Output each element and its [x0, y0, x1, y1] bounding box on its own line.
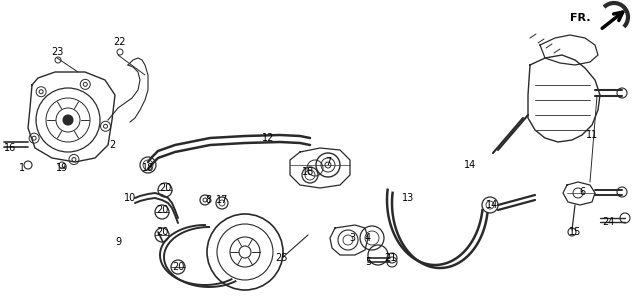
Text: 15: 15 — [569, 227, 581, 237]
Text: 16: 16 — [4, 143, 16, 153]
Text: 7: 7 — [325, 157, 331, 167]
Text: 5: 5 — [365, 257, 371, 267]
Text: 24: 24 — [602, 217, 614, 227]
Text: 4: 4 — [365, 233, 371, 243]
Text: 22: 22 — [114, 37, 126, 47]
Text: 25: 25 — [276, 253, 288, 263]
Circle shape — [63, 115, 73, 125]
Text: 20: 20 — [159, 183, 171, 193]
Text: 17: 17 — [216, 195, 228, 205]
Text: 10: 10 — [124, 193, 136, 203]
Text: 9: 9 — [115, 237, 121, 247]
Text: 13: 13 — [402, 193, 414, 203]
Text: 2: 2 — [109, 140, 115, 150]
Text: 20: 20 — [172, 262, 184, 272]
Text: 1: 1 — [19, 163, 25, 173]
Text: 20: 20 — [156, 205, 168, 215]
Text: 11: 11 — [586, 130, 598, 140]
Text: 6: 6 — [579, 187, 585, 197]
Text: 21: 21 — [384, 253, 396, 263]
Text: 14: 14 — [464, 160, 476, 170]
Text: 14: 14 — [486, 200, 498, 210]
Text: 18: 18 — [142, 163, 154, 173]
Text: 18: 18 — [302, 167, 314, 177]
Text: 8: 8 — [205, 195, 211, 205]
Text: FR.: FR. — [570, 13, 590, 23]
Text: 20: 20 — [156, 227, 168, 237]
Text: 23: 23 — [51, 47, 63, 57]
Text: 12: 12 — [262, 133, 274, 143]
Text: 3: 3 — [349, 233, 355, 243]
Text: 19: 19 — [56, 163, 68, 173]
